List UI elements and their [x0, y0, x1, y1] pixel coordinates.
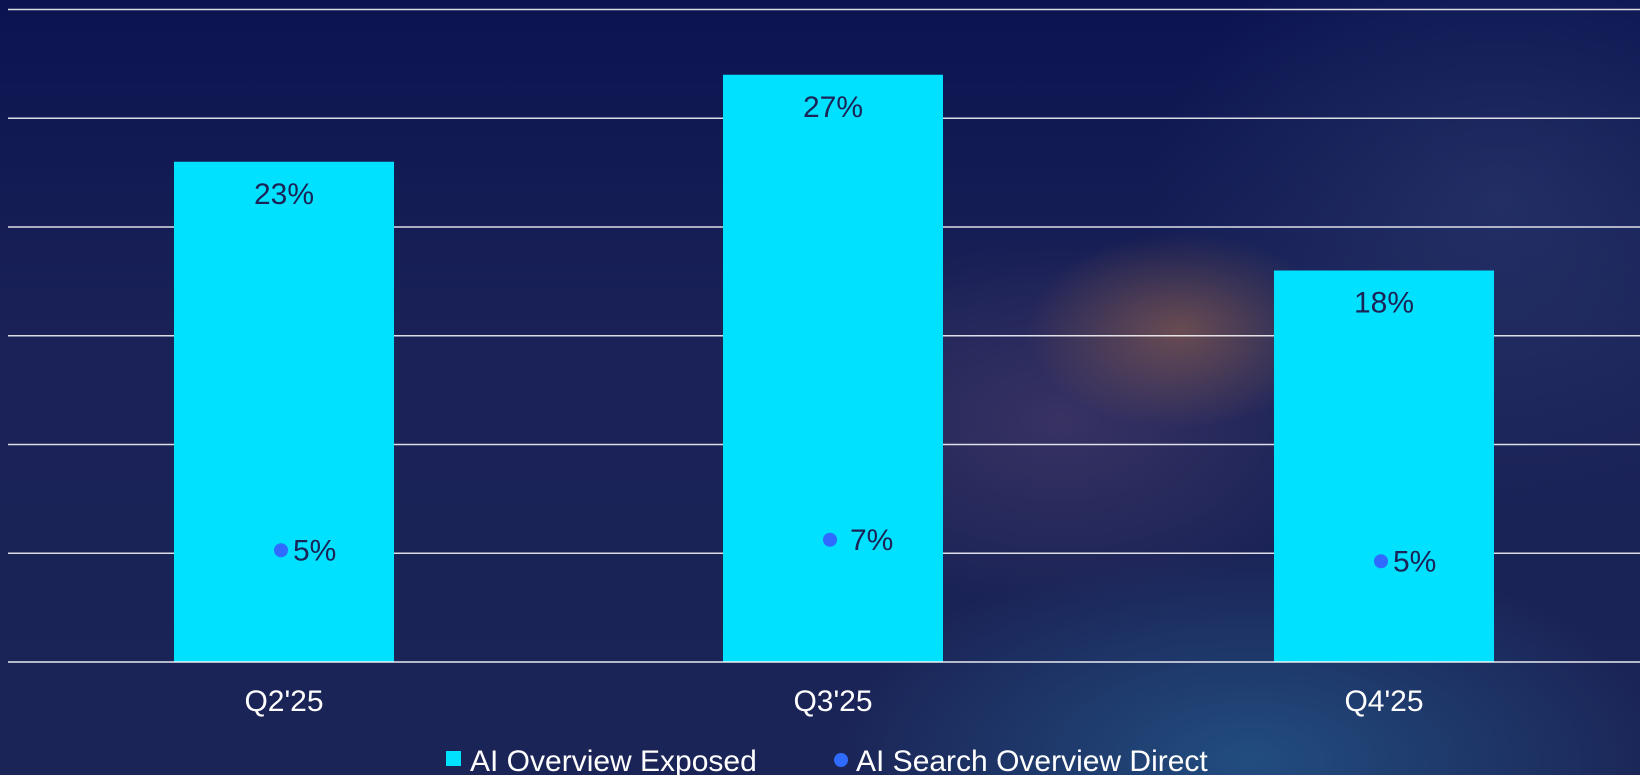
data-point	[1374, 554, 1388, 569]
data-point	[823, 532, 837, 547]
legend-label: AI Search Overview Direct	[856, 745, 1208, 775]
x-tick-label: Q3'25	[793, 685, 872, 718]
bar-data-label: 27%	[803, 91, 863, 124]
legend-swatch-dot	[834, 753, 848, 767]
point-data-label: 5%	[293, 534, 336, 567]
bar	[1274, 270, 1494, 662]
point-data-label: 7%	[850, 524, 893, 557]
bar-data-label: 23%	[254, 178, 314, 211]
x-tick-label: Q4'25	[1344, 685, 1423, 718]
x-tick-label: Q2'25	[244, 685, 323, 718]
legend-swatch-bar	[446, 751, 461, 766]
point-data-label: 5%	[1393, 545, 1436, 578]
data-point	[274, 543, 288, 558]
bar	[174, 161, 394, 662]
legend: AI Overview Exposed AI Search Overview Di…	[446, 745, 1208, 775]
legend-label: AI Overview Exposed	[470, 745, 757, 775]
bar	[723, 74, 943, 662]
bar-data-label: 18%	[1354, 287, 1414, 320]
